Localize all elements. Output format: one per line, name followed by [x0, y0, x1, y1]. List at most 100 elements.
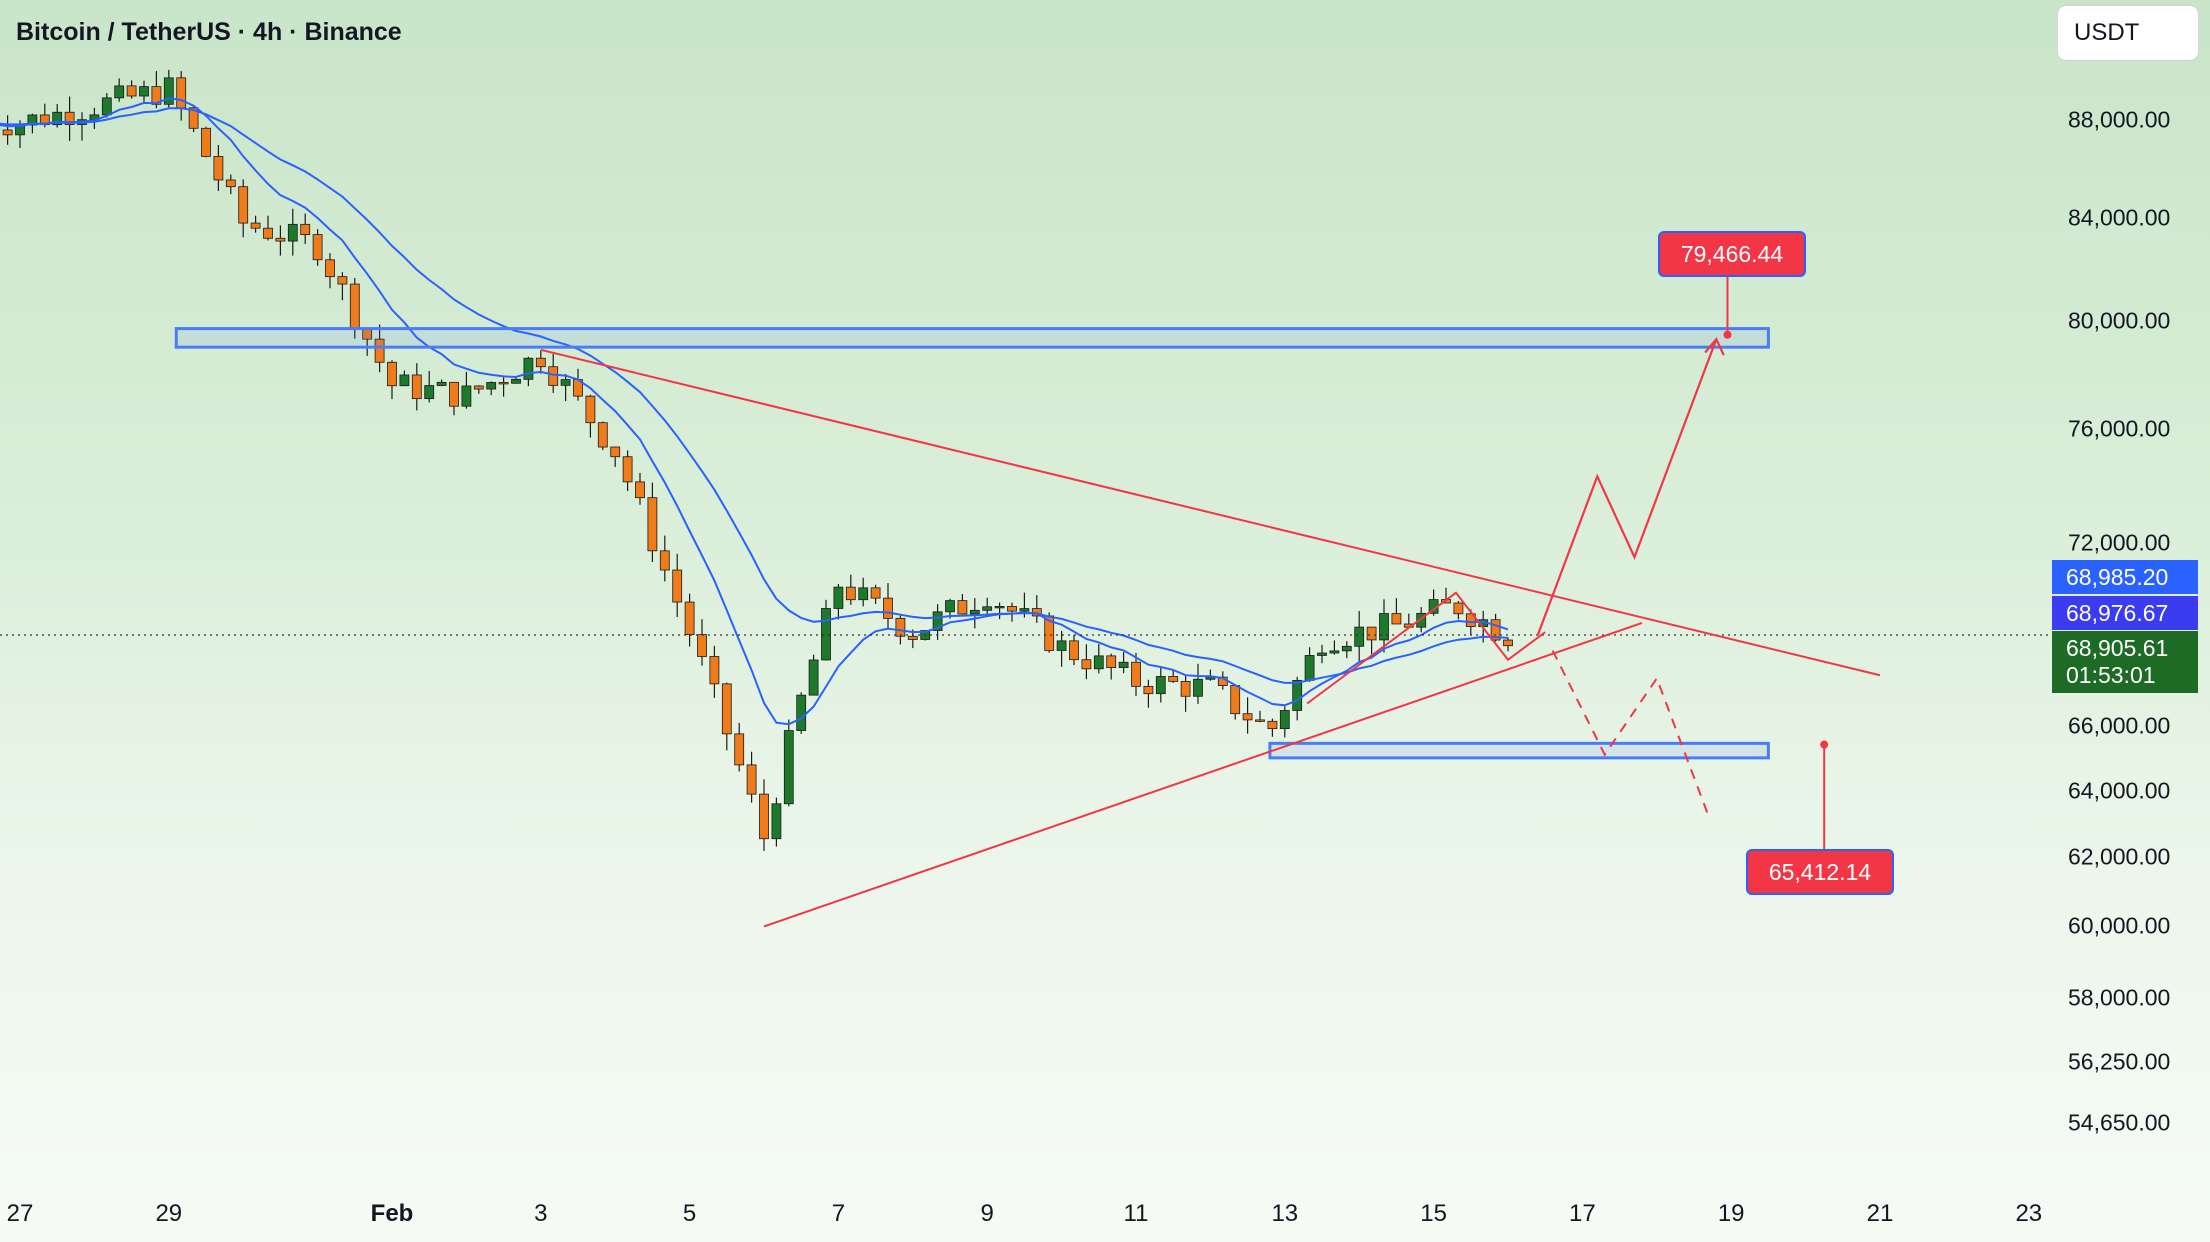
candle-body: [27, 114, 38, 126]
candle-body: [225, 179, 236, 188]
candle-body: [1007, 605, 1017, 612]
candle-body: [759, 793, 769, 840]
candle-body: [647, 497, 658, 552]
candle-body: [1279, 710, 1290, 730]
candle-body: [436, 381, 447, 386]
chart-title: Bitcoin / TetherUS · 4h · Binance: [16, 18, 402, 46]
candle-body: [1255, 719, 1265, 722]
price-tick: 60,000.00: [2068, 912, 2171, 939]
candle-body: [387, 361, 397, 387]
time-tick: 23: [2015, 1200, 2043, 1227]
candle-body: [796, 694, 807, 731]
candle-body: [907, 635, 918, 640]
candle-body: [659, 550, 670, 571]
upper-target-label[interactable]: 79,466.44: [1658, 231, 1806, 277]
candle-body: [498, 382, 509, 385]
candle-body: [511, 378, 521, 384]
candle-body: [1093, 655, 1104, 670]
candle-body: [1453, 602, 1464, 615]
time-tick: Feb: [370, 1200, 414, 1227]
candle-body: [275, 237, 286, 242]
candle-body: [994, 605, 1005, 609]
price-tick: 64,000.00: [2068, 777, 2171, 803]
candles-layer: [0, 69, 1513, 851]
candle-body: [114, 85, 125, 99]
candle-body: [610, 446, 621, 458]
candle-body: [1329, 650, 1340, 654]
candle-body: [1317, 652, 1327, 656]
candle-body: [461, 385, 472, 407]
bullish-projection: [1536, 338, 1718, 636]
candle-body: [945, 600, 955, 613]
price-tick: 66,000.00: [2068, 712, 2171, 739]
candle-body: [870, 587, 881, 599]
candle-body: [982, 606, 993, 611]
candle-body: [312, 234, 323, 261]
time-tick: 29: [155, 1200, 183, 1227]
candle-body: [1230, 685, 1241, 715]
price-tick: 88,000.00: [2068, 106, 2171, 133]
candle-body: [771, 803, 782, 840]
candle-body: [845, 586, 856, 601]
candle-body: [1354, 626, 1365, 647]
currency-selector[interactable]: USDT: [2058, 6, 2198, 60]
candle-body: [1069, 640, 1079, 661]
currency-label: USDT: [2074, 19, 2140, 46]
ema-fast-line: [0, 97, 1509, 726]
candle-body: [684, 601, 695, 636]
candle-body: [473, 385, 484, 390]
candle-body: [201, 127, 211, 157]
candle-body: [1490, 619, 1501, 641]
mini-triangle: [1306, 591, 1546, 705]
candle-body: [139, 86, 149, 97]
lower-target-label[interactable]: 65,412.14: [1746, 849, 1894, 895]
candle-body: [1056, 640, 1067, 651]
candle-body: [263, 227, 273, 239]
candle-body: [957, 600, 968, 615]
candle-body: [535, 357, 546, 368]
last-price-tag: 68,905.61 01:53:01: [2052, 631, 2198, 693]
ema-slow-line: [0, 107, 1509, 684]
candle-body: [783, 730, 794, 805]
price-tick: 72,000.00: [2068, 529, 2171, 555]
candle-body: [486, 382, 497, 390]
candle-body: [449, 381, 459, 407]
price-tick: 80,000.00: [2068, 307, 2171, 334]
price-tick: 76,000.00: [2068, 415, 2171, 442]
price-tick: 56,250.00: [2068, 1048, 2171, 1075]
candle-body: [238, 186, 249, 224]
candle-body: [1019, 608, 1030, 612]
price-tick: 84,000.00: [2068, 204, 2171, 231]
candle-body: [176, 77, 187, 109]
candle-body: [1242, 713, 1253, 721]
time-tick: 21: [1866, 1200, 1894, 1227]
candle-body: [213, 156, 224, 181]
candle-body: [1267, 720, 1278, 730]
candle-body: [548, 366, 559, 386]
candle-body: [52, 111, 63, 126]
candle-body: [1180, 681, 1191, 697]
drawing-layer: [0, 277, 2052, 928]
candle-body: [1155, 676, 1166, 695]
ema-fast-price-tag: 68,976.67: [2052, 596, 2198, 630]
candle-body: [585, 395, 596, 424]
candle-body: [734, 733, 745, 766]
candle-body: [721, 683, 732, 735]
candle-body: [560, 379, 571, 386]
candle-body: [895, 617, 906, 637]
candle-body: [697, 634, 707, 657]
time-tick: 17: [1569, 1200, 1596, 1227]
price-tick: 58,000.00: [2068, 984, 2171, 1011]
time-tick: 13: [1271, 1200, 1299, 1227]
time-tick: 11: [1123, 1200, 1149, 1227]
candle-body: [188, 107, 199, 129]
candle-body: [64, 111, 75, 125]
candle-body: [1131, 661, 1141, 687]
resistance-zone: [174, 327, 1770, 349]
lower-target-dot: [1820, 740, 1829, 749]
candle-body: [300, 223, 311, 236]
candle-body: [709, 656, 720, 685]
candle-body: [1503, 639, 1513, 647]
candle-body: [1292, 679, 1303, 711]
